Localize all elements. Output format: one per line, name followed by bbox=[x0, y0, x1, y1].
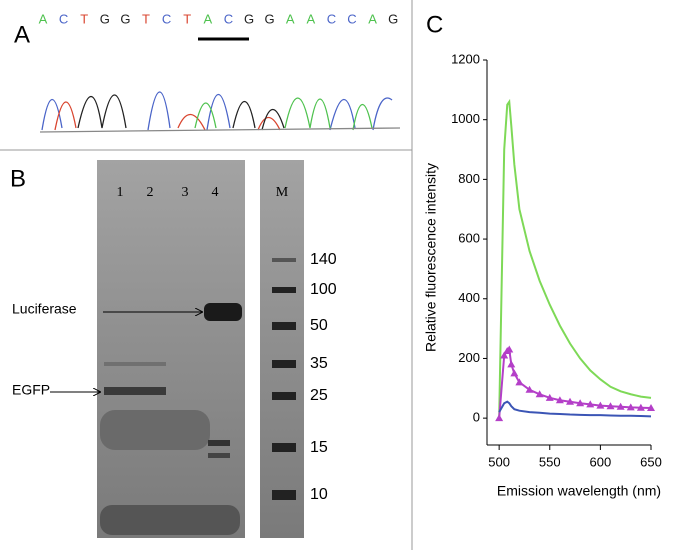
base-letter: G bbox=[120, 11, 130, 26]
base-letter: C bbox=[59, 11, 68, 26]
x-tick-label: 650 bbox=[640, 454, 662, 469]
base-letter: C bbox=[224, 11, 233, 26]
band-label: EGFP bbox=[12, 382, 50, 398]
y-tick-label: 1200 bbox=[451, 51, 480, 66]
x-axis-label: Emission wavelength (nm) bbox=[497, 483, 661, 499]
gel bbox=[97, 160, 245, 538]
base-letter: T bbox=[142, 11, 150, 26]
point bbox=[616, 402, 625, 410]
base-letter: A bbox=[306, 11, 315, 26]
band-label: Luciferase bbox=[12, 301, 77, 317]
point bbox=[555, 396, 564, 404]
y-tick-label: 1000 bbox=[451, 111, 480, 126]
point bbox=[545, 393, 554, 401]
marker-size: 140 bbox=[310, 251, 337, 268]
point bbox=[507, 360, 516, 368]
point bbox=[566, 397, 575, 405]
y-tick-label: 600 bbox=[458, 231, 480, 246]
base-letter: G bbox=[265, 11, 275, 26]
point bbox=[495, 414, 504, 422]
point bbox=[647, 403, 655, 411]
marker-gel bbox=[260, 160, 304, 538]
marker-size: 35 bbox=[310, 355, 328, 372]
base-letter: G bbox=[244, 11, 254, 26]
point bbox=[500, 351, 509, 359]
lane-label: 3 bbox=[182, 185, 189, 200]
point bbox=[525, 385, 534, 393]
lane-label: 1 bbox=[117, 185, 124, 200]
y-tick-label: 400 bbox=[458, 290, 480, 305]
lane-label: 4 bbox=[212, 185, 219, 200]
marker-size: 10 bbox=[310, 486, 328, 503]
marker-size: 50 bbox=[310, 317, 328, 334]
lane-label: 2 bbox=[147, 185, 154, 200]
point bbox=[596, 401, 605, 409]
point bbox=[626, 403, 635, 411]
gel-bands bbox=[100, 258, 296, 535]
y-axis-label: Relative fluorescence intensity bbox=[423, 163, 439, 352]
base-letter: C bbox=[327, 11, 336, 26]
point bbox=[515, 378, 524, 386]
base-letter: G bbox=[100, 11, 110, 26]
point bbox=[606, 402, 615, 410]
point bbox=[576, 399, 585, 407]
lane-label: M bbox=[276, 185, 289, 200]
base-letter: A bbox=[368, 11, 377, 26]
marker-size: 100 bbox=[310, 281, 337, 298]
base-letter: T bbox=[183, 11, 191, 26]
point bbox=[510, 369, 519, 377]
point bbox=[535, 390, 544, 398]
point bbox=[636, 403, 645, 411]
line bbox=[498, 98, 652, 419]
point bbox=[586, 400, 595, 408]
x-tick-label: 500 bbox=[488, 454, 510, 469]
base-letter: C bbox=[162, 11, 171, 26]
y-tick-label: 0 bbox=[473, 410, 480, 425]
x-tick-label: 600 bbox=[590, 454, 612, 469]
y-tick-label: 200 bbox=[458, 350, 480, 365]
marker-size: 15 bbox=[310, 439, 328, 456]
marker-size: 25 bbox=[310, 387, 328, 404]
line bbox=[498, 400, 652, 418]
panel-label: A bbox=[14, 21, 30, 48]
base-letter: T bbox=[80, 11, 88, 26]
base-letter: A bbox=[203, 11, 212, 26]
panel-label: C bbox=[426, 11, 443, 38]
point bbox=[505, 345, 514, 353]
base-letter: A bbox=[286, 11, 295, 26]
x-tick-label: 550 bbox=[539, 454, 561, 469]
chromatogram bbox=[39, 91, 401, 133]
base-letter: A bbox=[39, 11, 48, 26]
y-tick-label: 800 bbox=[458, 171, 480, 186]
base-letter: G bbox=[388, 11, 398, 26]
base-letter: C bbox=[347, 11, 356, 26]
panel-label: B bbox=[10, 165, 26, 192]
